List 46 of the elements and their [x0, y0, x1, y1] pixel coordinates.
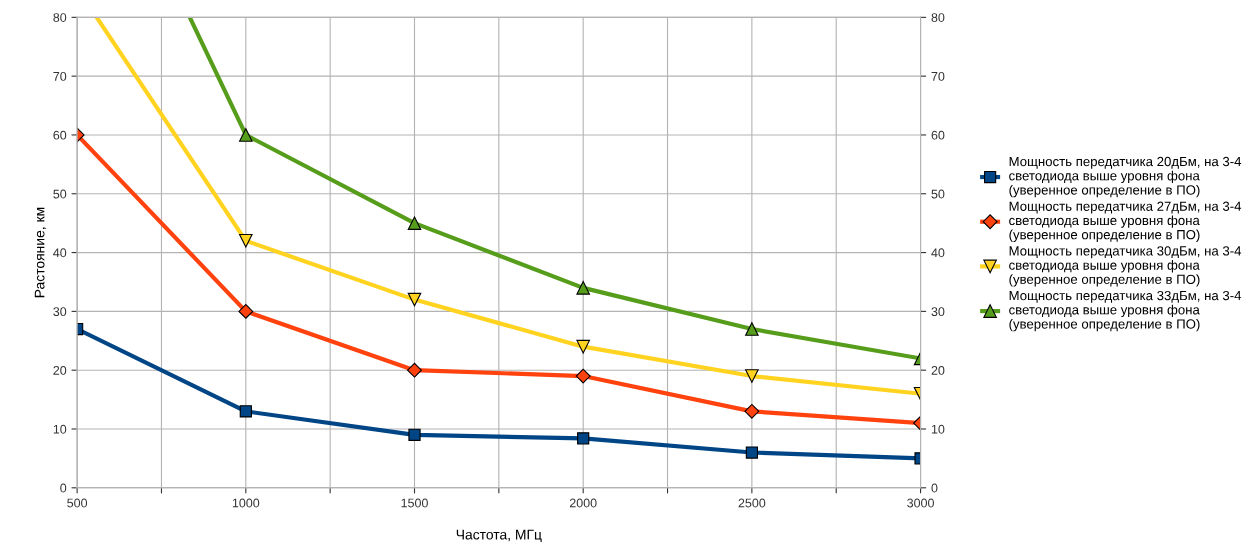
legend-label: Мощность передатчика 27дБм, на 3-4 светодиода выше уровня фона (уверенное определение в ПО)	[1009, 201, 1242, 242]
point	[408, 428, 421, 441]
point	[745, 369, 759, 383]
y-tick-label: 80	[53, 13, 67, 22]
x-tick-label: 500	[67, 498, 88, 508]
point	[239, 234, 253, 248]
point	[407, 216, 422, 230]
point	[239, 405, 252, 418]
y2-tick-label: 30	[931, 307, 945, 317]
y2-tick-label: 70	[931, 71, 945, 81]
y-tick-label: 30	[53, 307, 67, 317]
y-tick-label: 60	[53, 130, 67, 140]
x-axis-title: Частота, МГц	[456, 529, 542, 542]
legend-label: Мощность передатчика 30дБм, на 3-4 светодиода выше уровня фона (уверенное определение в ПО)	[1009, 246, 1242, 287]
legend-label: Мощность передатчика 33дБм, на 3-4 светодиода выше уровня фона (уверенное определение в ПО)	[1009, 290, 1242, 332]
point	[744, 403, 760, 419]
y2-tick-label: 10	[931, 424, 945, 434]
y2-tick-label: 60	[931, 130, 945, 140]
x-tick-label: 2000	[569, 498, 597, 508]
legend-label: Мощность передатчика 20дБм, на 3-4 светодиода выше уровня фона (уверенное определение в ПО)	[1009, 156, 1242, 198]
point	[239, 128, 253, 142]
x-tick-label: 2500	[738, 498, 766, 508]
x-tick-label: 1000	[232, 498, 260, 508]
y2-tick-label: 20	[931, 365, 945, 375]
y2-tick-label: 80	[931, 13, 945, 22]
point	[576, 339, 590, 354]
y2-tick-label: 40	[931, 248, 945, 258]
y-tick-label: 20	[53, 365, 67, 375]
point	[238, 303, 254, 319]
x-tick-label: 1500	[401, 498, 428, 508]
y-tick-label: 10	[53, 424, 67, 434]
point	[576, 281, 590, 295]
y-tick-label: 0	[60, 483, 67, 493]
y-tick-label: 50	[53, 189, 67, 199]
point	[577, 432, 590, 445]
point	[745, 322, 759, 336]
point	[407, 362, 422, 378]
y-axis-title: Растояние, км	[34, 207, 47, 298]
point	[745, 446, 758, 459]
point	[407, 292, 422, 307]
x-tick-label: 3000	[907, 498, 934, 508]
y-tick-label: 40	[53, 248, 67, 258]
y-tick-label: 70	[53, 71, 67, 81]
y2-tick-label: 50	[931, 189, 945, 199]
point	[575, 368, 591, 384]
y2-tick-label: 0	[931, 483, 938, 493]
